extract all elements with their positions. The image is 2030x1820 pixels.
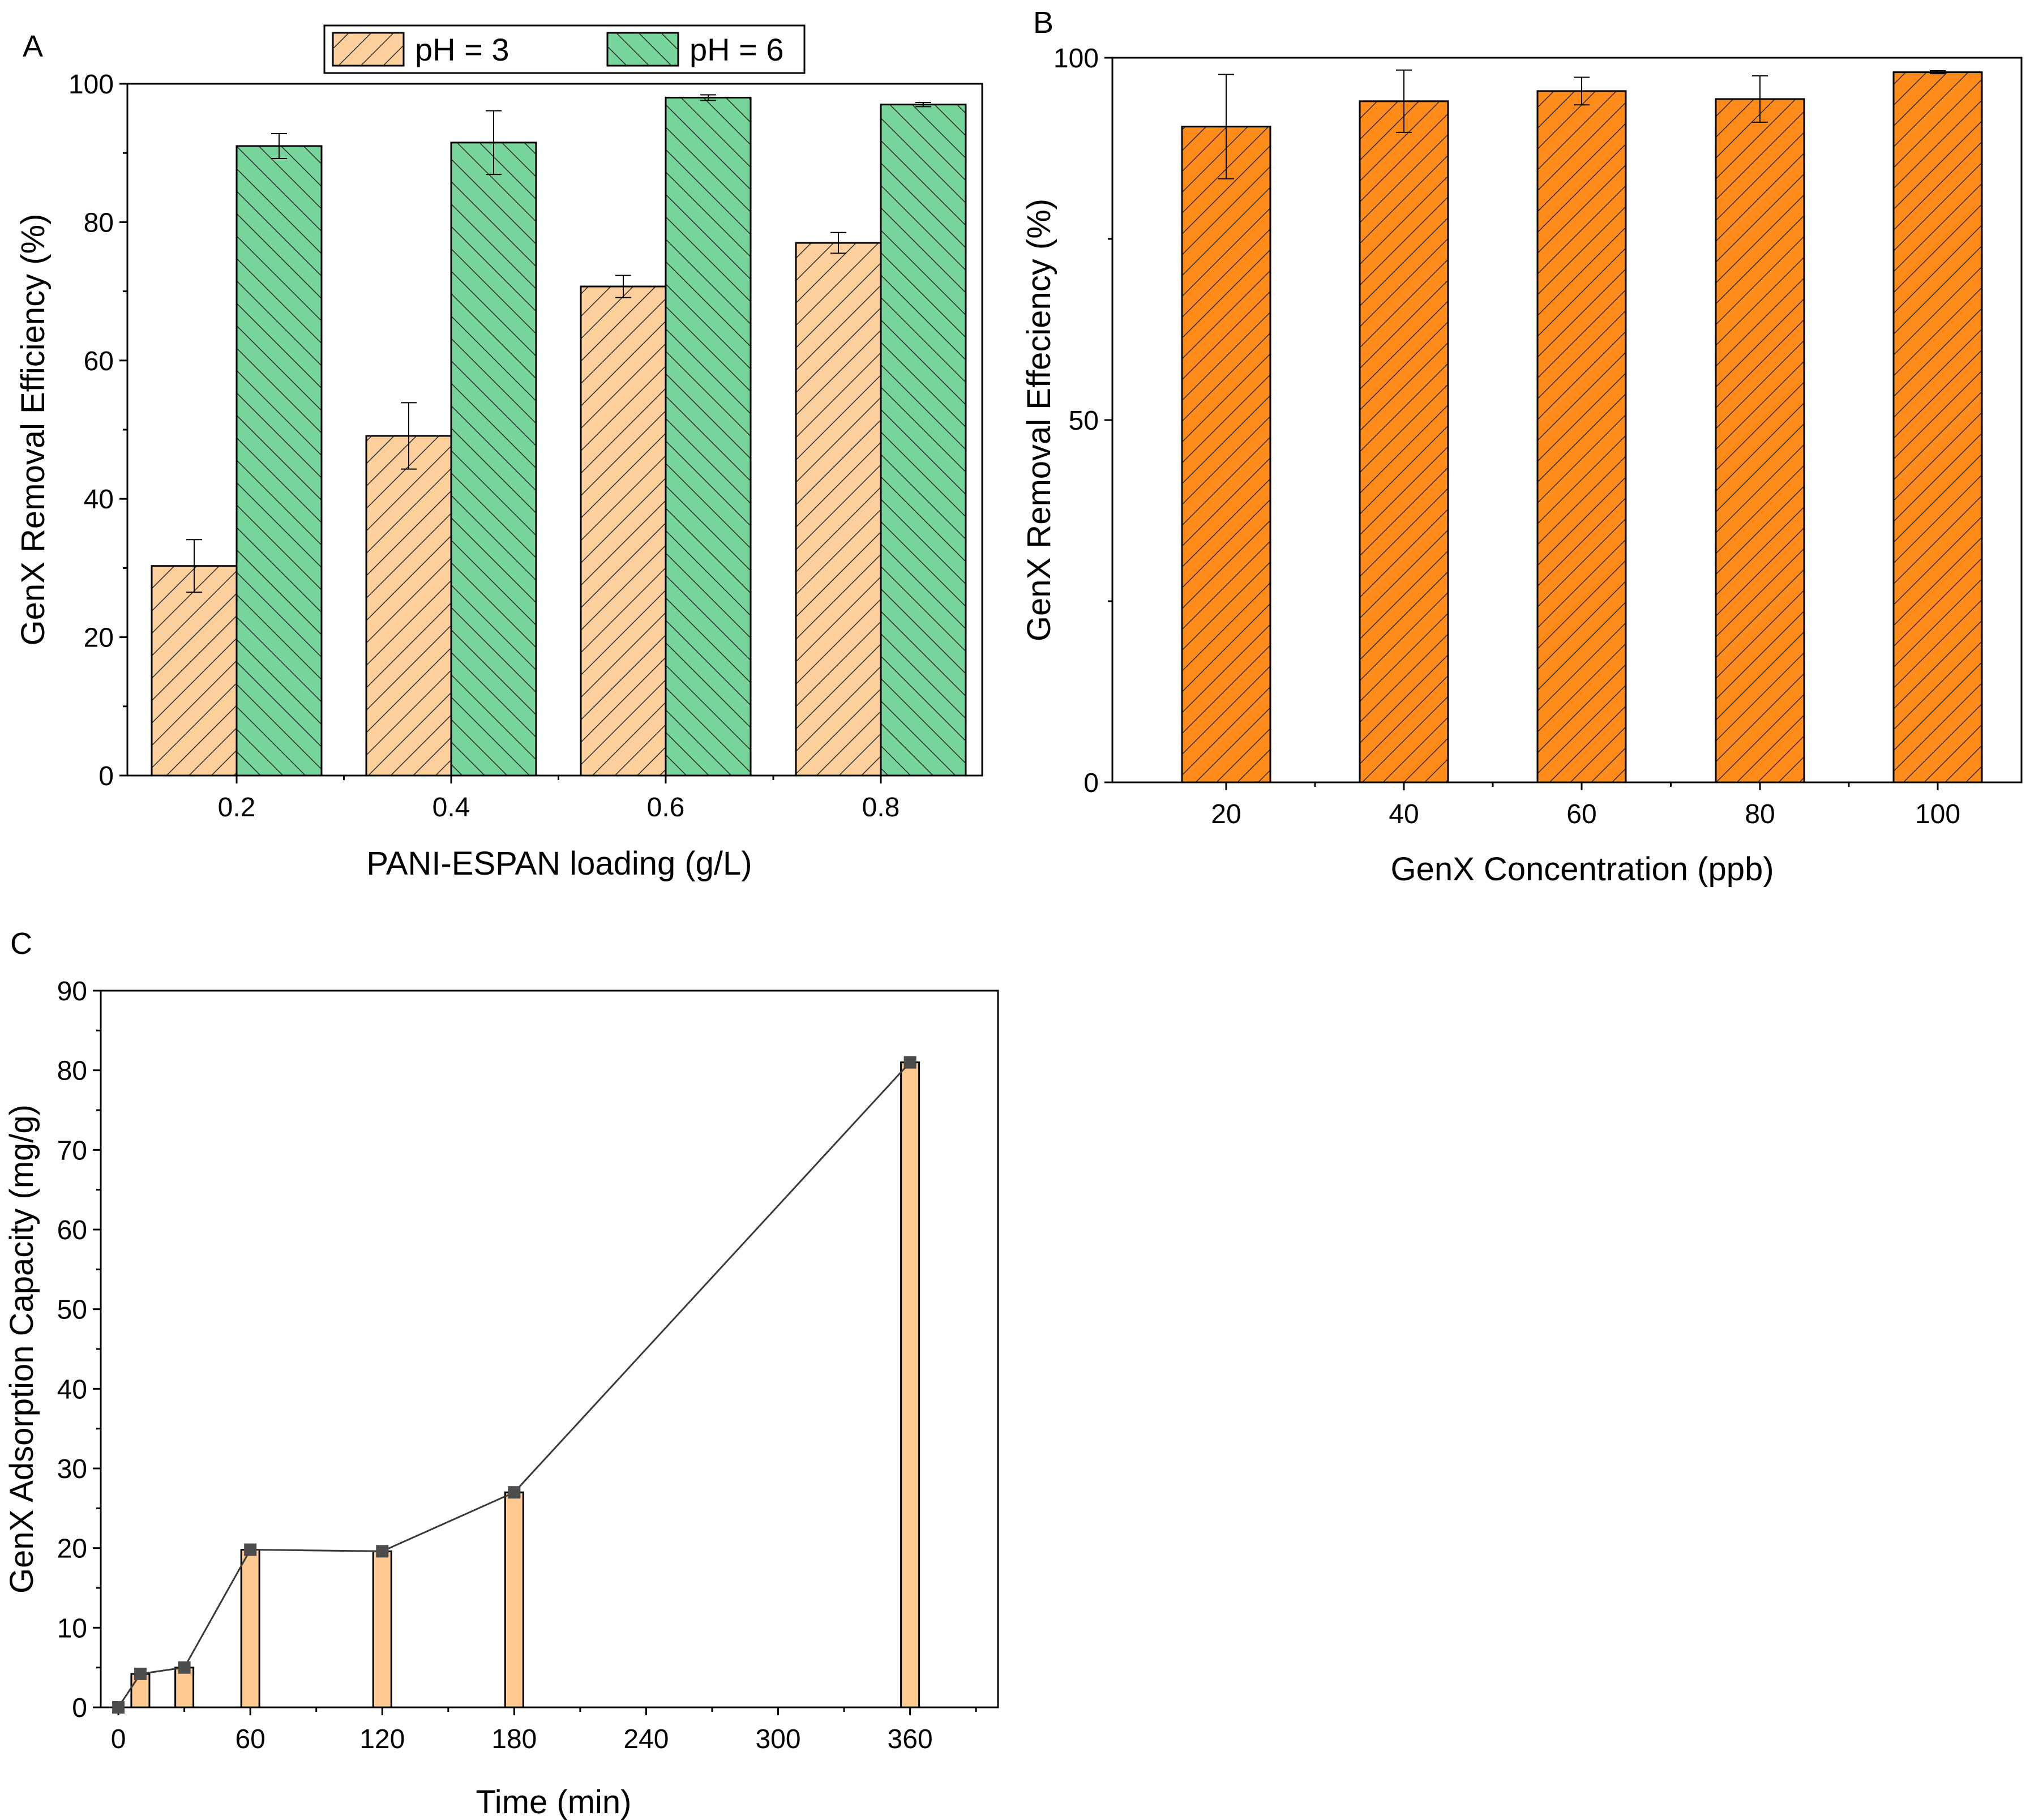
panel-c-x-axis-label: Time (min) [476, 1784, 632, 1820]
bar-removal-hatch [1181, 126, 1271, 783]
panel-c-y-axis-label: GenX Adsorption Capacity (mg/g) [3, 1104, 40, 1594]
bar-capacity [174, 1667, 195, 1708]
legend-label-ph3: pH = 3 [415, 32, 509, 67]
panel-c-plot-frame [100, 990, 999, 1708]
y-tick-label: 70 [57, 1136, 87, 1166]
capacity-marker [134, 1667, 147, 1680]
x-tick-label: 80 [1745, 799, 1775, 829]
y-tick-label: 60 [57, 1215, 87, 1245]
x-tick-label: 360 [888, 1724, 933, 1754]
bar-ph6-hatch [450, 142, 537, 777]
y-tick-label: 100 [68, 70, 114, 100]
y-tick-label: 30 [57, 1454, 87, 1484]
panel-c-bars [130, 1061, 920, 1708]
y-tick-label: 0 [72, 1693, 87, 1723]
capacity-marker [112, 1701, 125, 1714]
y-tick-label: 0 [1083, 768, 1099, 798]
capacity-marker [508, 1486, 521, 1499]
y-tick-label: 80 [57, 1056, 87, 1086]
panel-b-y-axis-label: GenX Removal Effeciency (%) [1021, 199, 1057, 641]
y-tick-label: 90 [57, 977, 87, 1007]
y-tick-label: 40 [57, 1374, 87, 1404]
bar-ph3-hatch [365, 435, 452, 777]
panel-a-removal-vs-loading: A 0 20 40 60 80 100 0.2 0.4 0.6 0.8 PANI-ESPAN lo… [15, 24, 983, 882]
bar-capacity [504, 1491, 524, 1708]
panel-a-x-axis-label: PANI-ESPAN loading (g/L) [366, 845, 752, 882]
x-tick-label: 0.6 [647, 793, 685, 823]
x-tick-label: 120 [359, 1724, 405, 1754]
y-tick-label: 50 [1069, 406, 1099, 436]
panel-a-legend: pH = 3 pH = 6 [323, 24, 806, 74]
bar-ph6-hatch [880, 104, 967, 777]
bar-ph3-hatch [580, 285, 667, 777]
bar-ph6-hatch [665, 96, 752, 777]
panel-b-label: B [1033, 6, 1053, 40]
legend-label-ph6: pH = 6 [689, 32, 784, 67]
x-tick-label: 60 [235, 1724, 265, 1754]
bar-removal-hatch [1892, 71, 1983, 783]
panel-b-axis-ticks: 0 50 100 20 40 60 80 100 [1053, 44, 1960, 829]
bar-removal-hatch [1715, 98, 1805, 783]
y-tick-label: 100 [1053, 44, 1099, 74]
x-tick-label: 60 [1566, 799, 1596, 829]
panel-a-axis-ticks: 0 20 40 60 80 100 0.2 0.4 0.6 0.8 [68, 70, 900, 823]
x-tick-label: 100 [1915, 799, 1960, 829]
x-tick-label: 180 [491, 1724, 537, 1754]
panel-b-removal-vs-concentration: B 0 50 100 20 40 60 80 100 GenX Concentration (… [1021, 6, 2023, 888]
y-tick-label: 20 [57, 1534, 87, 1564]
panel-b-x-axis-label: GenX Concentration (ppb) [1390, 851, 1774, 888]
bar-capacity [372, 1550, 392, 1708]
panel-c-line-series [112, 1056, 917, 1714]
bar-removal-hatch [1359, 100, 1449, 783]
x-tick-label: 240 [623, 1724, 669, 1754]
bar-capacity [900, 1061, 920, 1708]
bar-ph6-hatch [235, 145, 323, 777]
bar-ph3-hatch [151, 565, 238, 777]
capacity-marker [376, 1545, 389, 1558]
legend-swatch-ph6-hatch [607, 33, 678, 66]
bar-capacity [240, 1548, 260, 1708]
panel-a-bars [151, 94, 967, 777]
y-tick-label: 50 [57, 1295, 87, 1325]
x-tick-label: 40 [1389, 799, 1419, 829]
y-tick-label: 80 [84, 208, 114, 238]
x-tick-label: 0.2 [218, 793, 256, 823]
panel-c-axis-ticks: 0 10 20 30 40 50 60 70 80 90 0 60 120 180 240 300 360 [57, 977, 977, 1754]
capacity-marker [903, 1056, 917, 1069]
x-tick-label: 20 [1211, 799, 1241, 829]
x-tick-label: 0.4 [432, 793, 470, 823]
panel-c-label: C [10, 927, 32, 961]
panel-a-y-axis-label: GenX Removal Efficiency (%) [15, 214, 52, 646]
capacity-marker [178, 1661, 191, 1674]
y-tick-label: 10 [57, 1613, 87, 1643]
y-tick-label: 0 [98, 761, 114, 791]
y-tick-label: 60 [84, 346, 114, 376]
capacity-marker [244, 1543, 257, 1556]
panel-b-bars [1181, 69, 1983, 783]
x-tick-label: 0.8 [862, 793, 900, 823]
x-tick-label: 300 [755, 1724, 800, 1754]
y-tick-label: 40 [84, 485, 114, 515]
bar-removal-hatch [1536, 90, 1627, 783]
y-tick-label: 20 [84, 623, 114, 653]
x-tick-label: 0 [111, 1724, 126, 1754]
legend-swatch-ph3-hatch [333, 33, 404, 66]
bar-ph3-hatch [795, 242, 882, 777]
panel-a-label: A [23, 29, 43, 63]
